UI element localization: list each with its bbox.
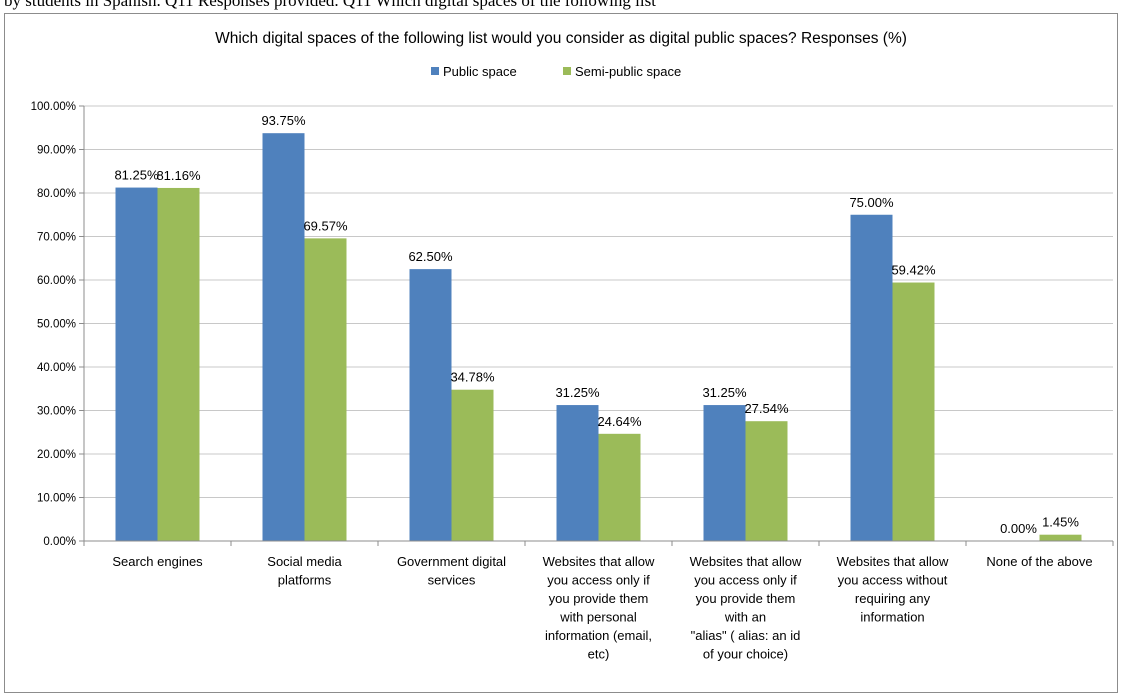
data-label-public-space: 81.25% [114,168,159,183]
bar-public-space [115,187,158,541]
legend-swatch-semi-public-space [563,67,571,75]
legend: Public space Semi-public space [431,64,681,79]
bar-semi-public-space [892,282,935,541]
chart-title: Which digital spaces of the following li… [215,30,907,47]
y-tick-label: 40.00% [37,362,76,374]
header-strip: by students in Spanish. Q11 Responses pr… [0,0,1124,14]
data-label-public-space: 62.50% [408,249,453,264]
y-tick-label: 90.00% [37,145,76,157]
legend-swatch-public-space [431,67,439,75]
bar-public-space [850,214,893,541]
data-label-semi-public-space: 34.78% [450,370,495,385]
y-tick-label: 10.00% [37,493,76,505]
x-category-label: Websites that allow you access only if you… [543,554,655,662]
legend-label-public-space: Public space [443,64,517,79]
bar-semi-public-space [451,389,494,541]
data-label-public-space: 93.75% [261,113,306,128]
y-tick-label: 60.00% [37,275,76,287]
bar-public-space [556,405,599,541]
legend-label-semi-public-space: Semi-public space [575,64,681,79]
x-category-label: Websites that allow you access only if you… [690,554,802,662]
y-tick-label: 0.00% [43,536,76,548]
y-tick-label: 100.00% [31,101,76,113]
bar-public-space [703,405,746,541]
bar-chart: Which digital spaces of the following li… [31,30,1114,662]
y-tick-label: 50.00% [37,319,76,331]
data-label-semi-public-space: 24.64% [597,414,642,429]
data-label-public-space: 31.25% [555,385,600,400]
bars [115,133,1082,542]
data-label-semi-public-space: 69.57% [303,218,348,233]
data-label-semi-public-space: 27.54% [744,401,789,416]
data-labels: 81.25%81.16% 93.75% 69.57% 62.50% 34.78% 31.2… [114,113,1079,536]
bar-semi-public-space [157,187,200,542]
data-label-public-space: 31.25% [702,385,747,400]
x-category-label: Websites that allow you access without req… [837,554,949,625]
data-label-semi-public-space: 81.16% [156,168,201,183]
data-label-semi-public-space: 59.42% [891,263,936,278]
x-axis: Search engines Social media platforms Gover… [83,540,1114,662]
bar-semi-public-space [304,238,347,542]
bar-semi-public-space [598,433,641,541]
x-category-label: Government digital services [397,554,506,588]
data-label-public-space: 75.00% [849,195,894,210]
x-category-label: Social media platforms [267,554,342,588]
bar-public-space [262,133,305,541]
bar-public-space [409,269,452,541]
y-tick-label: 20.00% [37,449,76,461]
y-tick-label: 30.00% [37,406,76,418]
bar-semi-public-space [745,421,788,541]
y-axis: 0.00% 10.00% 20.00% 30.00% 40.00% 50.00% 60.00… [31,101,85,548]
data-label-semi-public-space: 1.45% [1042,515,1079,530]
x-category-label: Search engines [112,554,203,569]
y-tick-label: 70.00% [37,232,76,244]
header-strip-text: by students in Spanish. Q11 Responses pr… [4,0,656,10]
y-tick-label: 80.00% [37,188,76,200]
data-label-public-space: 0.00% [1000,521,1037,536]
x-category-label: None of the above [986,554,1092,569]
bar-semi-public-space [1039,534,1082,541]
